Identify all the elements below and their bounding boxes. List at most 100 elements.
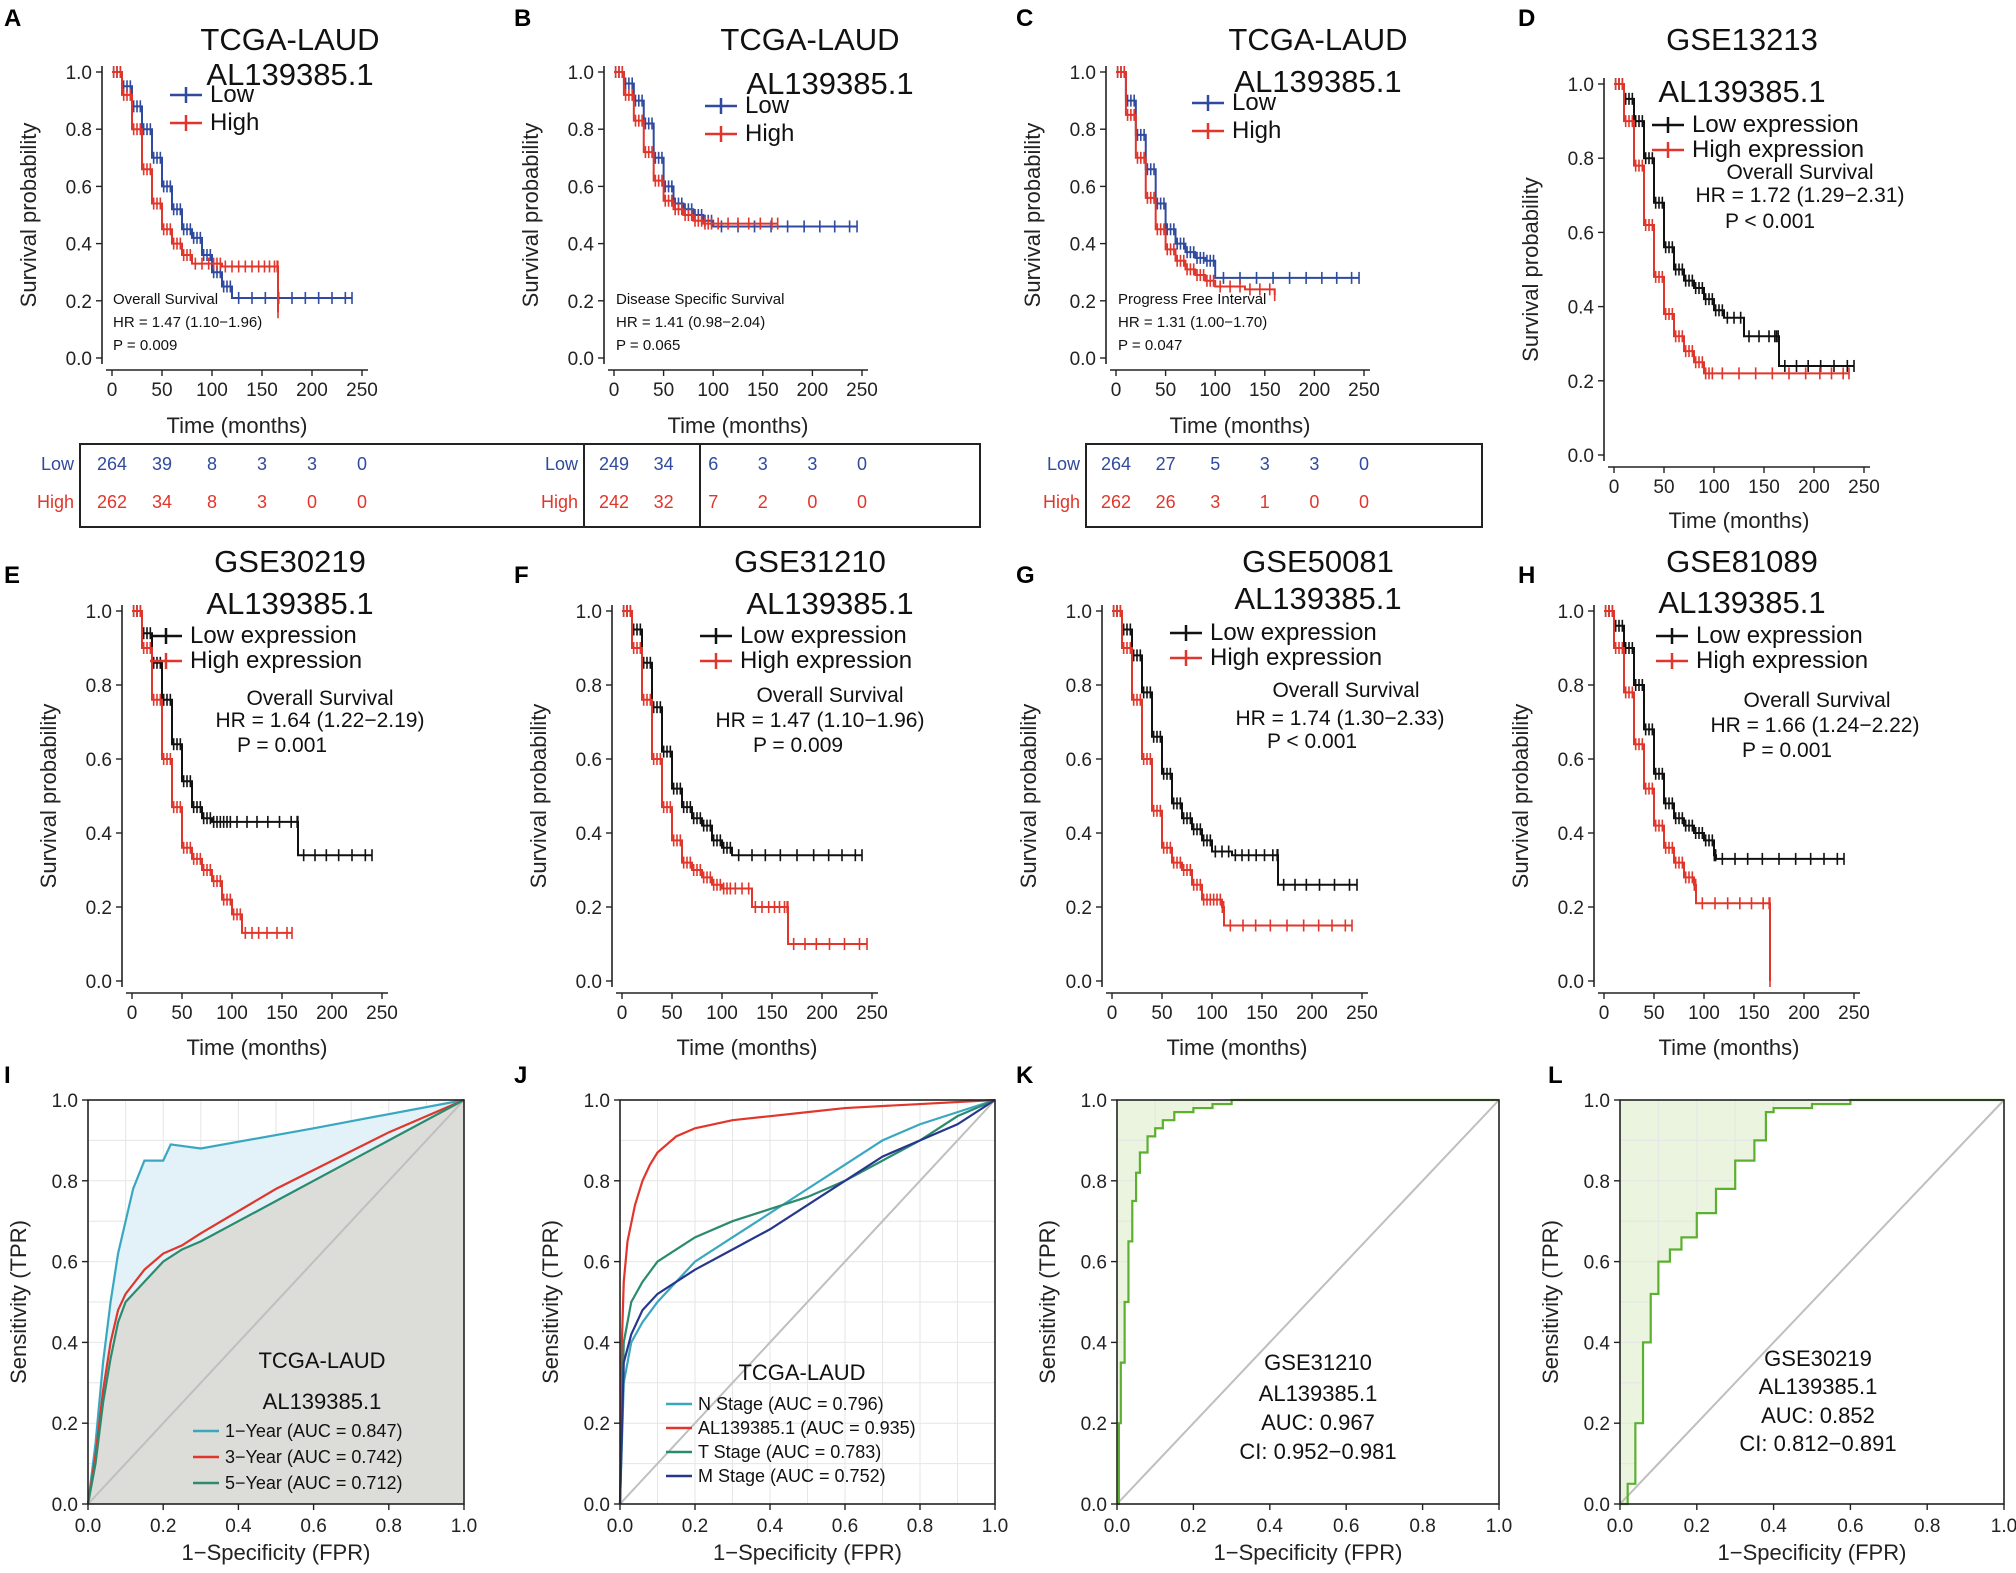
risk-value: 0 xyxy=(857,454,867,474)
x-tick-label: 200 xyxy=(296,380,328,401)
x-tick-label: 150 xyxy=(747,380,779,401)
reference-diagonal xyxy=(87,1099,465,1505)
y-tick-label: 0.2 xyxy=(1558,898,1584,919)
y-tick-label: 1.0 xyxy=(86,602,112,623)
risk-value: 0 xyxy=(357,492,367,512)
inset-text: TCGA-LAUD xyxy=(738,1360,865,1385)
y-tick-label: 0.8 xyxy=(1568,149,1594,170)
risk-value: 262 xyxy=(1101,492,1131,512)
x-axis-label: 1−Specificity (FPR) xyxy=(713,1540,902,1565)
chart-title: GSE31210 xyxy=(734,544,886,579)
legend-label: 5−Year (AUC = 0.712) xyxy=(225,1473,402,1493)
risk-value: 3 xyxy=(1210,492,1220,512)
risk-value: 0 xyxy=(807,492,817,512)
y-tick-label: 0.8 xyxy=(584,1172,610,1193)
y-tick-label: 0.6 xyxy=(1081,1253,1107,1274)
legend-label: High expression xyxy=(1210,644,1382,671)
y-tick-label: 0.4 xyxy=(1584,1333,1611,1354)
risk-value: 8 xyxy=(207,454,217,474)
panel-label: H xyxy=(1518,562,1535,589)
risk-value: 3 xyxy=(307,454,317,474)
x-tick-label: 150 xyxy=(1738,1003,1770,1024)
y-tick-label: 0.6 xyxy=(576,750,602,771)
annotation-text: Overall Survival xyxy=(756,684,903,707)
roc-curve-2 xyxy=(86,1098,465,1505)
y-tick-label: 0.2 xyxy=(86,898,112,919)
x-tick-label: 0.0 xyxy=(75,1516,101,1537)
panel-label: G xyxy=(1016,562,1035,589)
panel-label: J xyxy=(514,1062,527,1089)
y-tick-label: 0.6 xyxy=(1568,223,1594,244)
y-axis-label: Survival probability xyxy=(1020,123,1045,308)
chart-subtitle: AL139385.1 xyxy=(1658,74,1825,109)
y-tick-label: 0.0 xyxy=(1081,1495,1107,1516)
y-tick-label: 0.4 xyxy=(584,1333,611,1354)
risk-value: 264 xyxy=(1101,454,1131,474)
chart-title: GSE50081 xyxy=(1242,544,1394,579)
y-tick-label: 0.0 xyxy=(568,349,594,370)
legend-label: N Stage (AUC = 0.796) xyxy=(698,1394,884,1414)
annotation-text: HR = 1.72 (1.29−2.31) xyxy=(1696,184,1905,207)
x-tick-label: 250 xyxy=(1848,477,1880,498)
risk-value: 2 xyxy=(758,492,768,512)
x-axis-label: Time (months) xyxy=(1659,1035,1800,1060)
panel-e: E 0 50 100 150 200 250 0.0 0.2 0.4 0.6 0.8 1.0 Time (… xyxy=(4,544,424,1060)
x-tick-label: 50 xyxy=(661,1003,682,1024)
axes-box xyxy=(87,1099,465,1505)
y-tick-label: 1.0 xyxy=(1568,75,1594,96)
y-tick-label: 0.6 xyxy=(1066,750,1092,771)
x-tick-label: 0.4 xyxy=(225,1516,252,1537)
y-tick-label: 0.6 xyxy=(568,177,594,198)
panel-label: C xyxy=(1016,5,1033,32)
km-curve-2 xyxy=(1116,71,1276,296)
x-tick-label: 0.0 xyxy=(1607,1516,1633,1537)
y-tick-label: 0.8 xyxy=(1066,676,1092,697)
annotation-text: Overall Survival xyxy=(1743,689,1890,712)
annotation-text: P = 0.047 xyxy=(1118,337,1182,354)
risk-table-box xyxy=(1085,443,1483,528)
x-tick-label: 1.0 xyxy=(451,1516,477,1537)
legend-label: Low expression xyxy=(1692,111,1859,138)
panel-label: D xyxy=(1518,5,1535,32)
annotation-text: P = 0.009 xyxy=(753,734,843,757)
y-tick-label: 0.0 xyxy=(1584,1495,1610,1516)
y-tick-label: 0.0 xyxy=(576,972,602,993)
x-tick-label: 1.0 xyxy=(1991,1516,2016,1537)
legend-label: Low expression xyxy=(740,622,907,649)
x-tick-label: 0.0 xyxy=(607,1516,633,1537)
x-tick-label: 150 xyxy=(246,380,278,401)
inset-text: AUC: 0.852 xyxy=(1761,1403,1875,1428)
x-tick-label: 0.2 xyxy=(682,1516,708,1537)
x-tick-label: 100 xyxy=(697,380,729,401)
x-tick-label: 250 xyxy=(1346,1003,1378,1024)
y-tick-label: 0.4 xyxy=(66,235,93,256)
x-tick-label: 0.2 xyxy=(1180,1516,1206,1537)
x-tick-label: 200 xyxy=(316,1003,348,1024)
y-tick-label: 0.0 xyxy=(1070,349,1096,370)
y-tick-label: 0.4 xyxy=(1066,824,1093,845)
legend-label: Low xyxy=(1232,89,1277,116)
y-tick-label: 0.2 xyxy=(584,1414,610,1435)
panel-l: L 0.0 0.2 0.4 0.6 0.8 1.0 0.0 0.2 0.4 0.6 0.8 1.0 1−S… xyxy=(1538,1062,2016,1565)
y-tick-label: 0.0 xyxy=(1558,972,1584,993)
legend-label: High expression xyxy=(1692,136,1864,163)
risk-value: 249 xyxy=(599,454,629,474)
x-tick-label: 250 xyxy=(1838,1003,1870,1024)
y-axis-label: Survival probability xyxy=(16,123,41,308)
chart-subtitle: AL139385.1 xyxy=(1234,581,1401,616)
inset-text: GSE31210 xyxy=(1264,1350,1372,1375)
y-axis-label: Sensitivity (TPR) xyxy=(6,1220,31,1384)
y-tick-label: 0.2 xyxy=(1070,292,1096,313)
x-tick-label: 0.6 xyxy=(1837,1516,1863,1537)
x-tick-label: 1.0 xyxy=(1486,1516,1512,1537)
y-tick-label: 1.0 xyxy=(1081,1091,1107,1112)
risk-row-label: Low xyxy=(1047,454,1081,474)
y-tick-label: 1.0 xyxy=(1558,602,1584,623)
x-tick-label: 50 xyxy=(151,380,172,401)
risk-value: 262 xyxy=(97,492,127,512)
roc-curve-2 xyxy=(618,1098,996,1505)
panel-i: I 0.0 0.2 0.4 0.6 0.8 1.0 0.0 0.2 0.4 0.6 0.8 1.0 1−S… xyxy=(4,1062,477,1565)
annotation-text: HR = 1.47 (1.10−1.96) xyxy=(716,709,925,732)
y-tick-label: 0.8 xyxy=(1070,120,1096,141)
